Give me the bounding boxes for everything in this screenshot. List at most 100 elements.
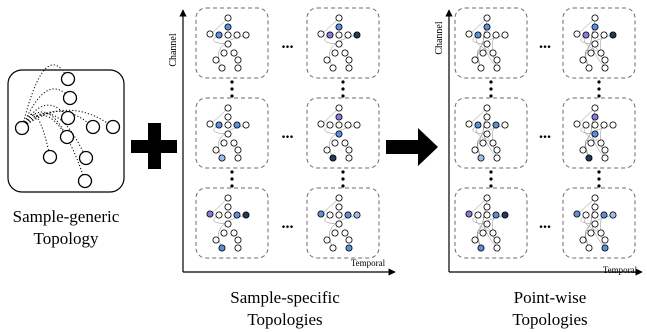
ellipsis-vertical-dot (230, 94, 234, 98)
ellipsis-vertical-dot (597, 184, 601, 188)
generic-edge (21, 104, 69, 129)
ellipsis-vertical-dot (597, 170, 601, 174)
topology-node (326, 211, 334, 219)
topology-node (326, 31, 334, 39)
topology-node (329, 244, 337, 252)
topology-edge (218, 124, 247, 159)
topology-node (353, 31, 361, 39)
topology-node (234, 56, 242, 64)
topology-node (609, 211, 617, 219)
topology-node (483, 121, 491, 129)
topology-node (341, 139, 349, 147)
topology-edge (329, 124, 358, 159)
topology-node (573, 210, 581, 218)
topology-graph (317, 194, 361, 252)
topology-node (609, 31, 617, 39)
ellipsis-horizontal: ... (282, 125, 294, 142)
topology-node (212, 236, 220, 244)
topology-node (345, 146, 353, 154)
ellipsis-vertical-dot (230, 177, 234, 181)
topology-node (591, 31, 599, 39)
graph-node (85, 119, 101, 135)
topology-graph (573, 194, 617, 252)
topology-node (234, 146, 242, 154)
generic-edge (21, 113, 51, 158)
topology-node (591, 194, 599, 202)
topology-node (597, 49, 605, 57)
topology-node (224, 104, 232, 112)
ellipsis-horizontal: ... (539, 125, 551, 142)
ellipsis-vertical-dot (341, 170, 345, 174)
topology-graph (465, 194, 509, 252)
topology-edge (477, 124, 506, 159)
graph-node (60, 110, 76, 126)
topology-node (341, 229, 349, 237)
ellipsis-horizontal: ... (539, 215, 551, 232)
topology-node (224, 130, 232, 138)
topology-node (492, 121, 500, 129)
topology-node (483, 130, 491, 138)
topology-node (353, 121, 361, 129)
topology-box (562, 97, 636, 169)
graph-node (60, 71, 76, 87)
topology-node (234, 244, 242, 252)
topology-node (601, 56, 609, 64)
topology-node (591, 104, 599, 112)
topology-node (600, 121, 608, 129)
ellipsis-vertical-dot (597, 94, 601, 98)
topology-node (501, 31, 509, 39)
topology-node (326, 121, 334, 129)
topology-node (220, 229, 228, 237)
topology-node (220, 139, 228, 147)
ellipsis-vertical-dot (597, 177, 601, 181)
topology-edge (585, 214, 614, 249)
topology-node (230, 229, 238, 237)
generic-edge (21, 110, 94, 129)
topology-node (573, 120, 581, 128)
topology-node (477, 154, 485, 162)
topology-node (224, 14, 232, 22)
topology-node (233, 121, 241, 129)
graph-node (77, 173, 93, 189)
topology-node (344, 31, 352, 39)
topology-edge (477, 34, 506, 69)
topology-box (306, 187, 380, 259)
topology-node (471, 56, 479, 64)
topology-node (341, 49, 349, 57)
topology-node (477, 244, 485, 252)
topology-node (224, 40, 232, 48)
topology-node (493, 154, 501, 162)
graph-node (62, 90, 78, 106)
topology-graph (573, 14, 617, 72)
ellipsis-vertical-dot (597, 87, 601, 91)
topology-node (587, 229, 595, 237)
topology-node (335, 130, 343, 138)
topology-node (483, 194, 491, 202)
topology-node (220, 49, 228, 57)
topology-node (344, 121, 352, 129)
topology-node (335, 113, 343, 121)
temporal-axis-label: Temporal (351, 258, 386, 268)
ellipsis-horizontal: ... (282, 215, 294, 232)
ellipsis-vertical-dot (489, 87, 493, 91)
topology-node (335, 23, 343, 31)
graph-node (14, 120, 30, 136)
topology-node (492, 211, 500, 219)
topology-edge (585, 124, 614, 159)
ellipsis-vertical-dot (230, 80, 234, 84)
topology-node (474, 211, 482, 219)
topology-node (345, 236, 353, 244)
topology-node (212, 56, 220, 64)
topology-node (601, 154, 609, 162)
topology-node (323, 146, 331, 154)
caption-line: Point-wise (513, 288, 587, 307)
topology-node (317, 30, 325, 38)
plus-icon (131, 123, 177, 169)
topology-node (206, 120, 214, 128)
topology-node (345, 154, 353, 162)
point-wise-caption: Point-wise Topologies (465, 287, 635, 331)
sample-specific-grid: ......... (195, 7, 380, 259)
right-axes: Channel Temporal (434, 9, 643, 276)
topology-graph (317, 104, 361, 162)
topology-node (483, 203, 491, 211)
